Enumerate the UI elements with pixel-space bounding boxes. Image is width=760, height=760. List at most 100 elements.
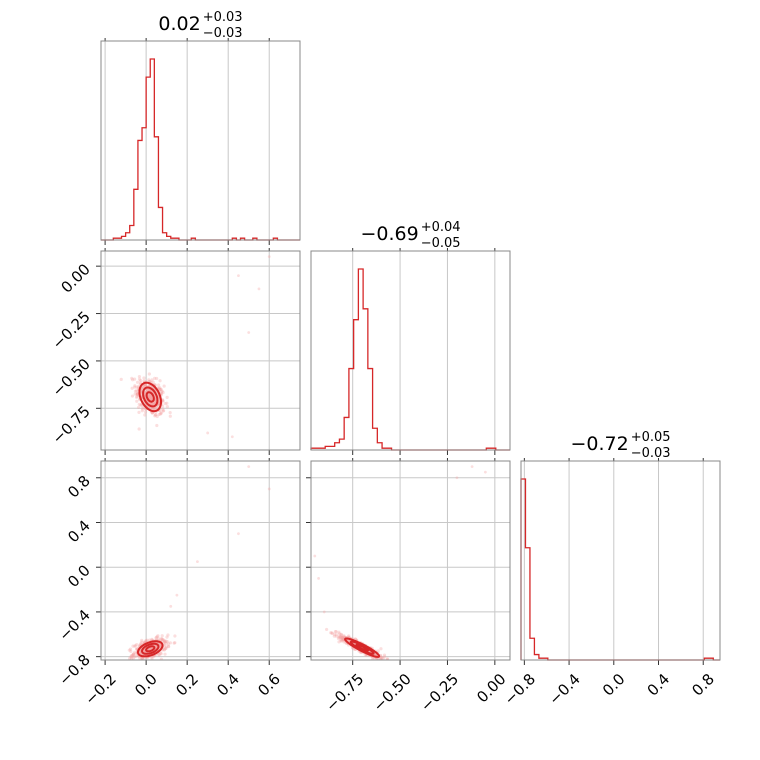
sample-point: [158, 412, 162, 416]
sample-point: [135, 385, 139, 389]
outlier-point: [470, 465, 474, 468]
sample-point: [159, 391, 164, 395]
sample-point: [337, 632, 342, 636]
sample-point: [159, 652, 163, 656]
sample-point: [135, 395, 139, 400]
title-2-median: −0.72: [570, 433, 628, 455]
sample-point: [158, 388, 162, 392]
sample-point: [379, 647, 383, 651]
axis-frame: [100, 250, 301, 451]
sample-point: [147, 378, 151, 382]
sample-point: [139, 403, 144, 407]
grid-lines: [101, 251, 300, 450]
x-tick-label: −0.75: [322, 670, 367, 715]
sample-point: [133, 389, 138, 393]
sample-point: [168, 414, 172, 418]
sample-point: [339, 633, 343, 637]
sample-point: [163, 652, 167, 656]
sample-point: [340, 636, 344, 640]
sample-point: [147, 394, 151, 399]
sample-point: [119, 377, 123, 381]
sample-point: [173, 634, 177, 638]
sample-point: [130, 394, 135, 398]
sample-point: [154, 413, 158, 417]
sample-point: [158, 386, 162, 390]
sample-point: [151, 380, 155, 384]
sample-point: [134, 661, 137, 664]
grid-lines: [352, 251, 496, 450]
sample-point: [337, 630, 341, 634]
sample-point: [131, 661, 134, 664]
sample-point: [165, 635, 169, 639]
sample-point: [139, 403, 143, 407]
sample-point: [141, 661, 144, 664]
hist-panel-2: −0.72 +0.05 −0.03: [520, 430, 721, 665]
sample-point: [147, 638, 152, 642]
sample-point: [157, 653, 161, 657]
x-tick-label: 0.0: [599, 670, 629, 700]
sample-point: [161, 409, 166, 413]
sample-point: [162, 640, 166, 644]
outlier-point: [237, 274, 240, 278]
sample-point: [172, 641, 176, 645]
x-tick-label: −0.4: [545, 670, 583, 708]
sample-point: [155, 423, 159, 428]
sample-point: [141, 405, 145, 410]
sample-point: [131, 644, 135, 648]
sample-point: [159, 637, 163, 641]
histogram-0-step: [101, 58, 300, 241]
sample-point: [158, 644, 162, 648]
sample-point: [340, 635, 344, 640]
sample-point: [135, 399, 139, 403]
sample-point: [142, 379, 146, 383]
sample-point: [164, 646, 168, 650]
outlier-point: [169, 604, 173, 608]
sample-point: [153, 414, 157, 418]
sample-point: [165, 640, 170, 644]
contour-level-3: [136, 640, 164, 658]
sample-point: [131, 652, 136, 656]
sample-point: [145, 638, 149, 642]
sample-point: [133, 377, 137, 381]
sample-point: [127, 648, 131, 652]
sample-point: [128, 647, 133, 651]
histogram-2-step: [520, 478, 720, 661]
sample-point: [150, 396, 154, 401]
sample-point: [165, 401, 169, 405]
sample-point: [341, 636, 345, 640]
sample-point: [133, 392, 137, 396]
sample-point: [155, 414, 159, 419]
hist-panel-0: 0.02 +0.03 −0.03: [100, 10, 301, 245]
tick-marks: [96, 458, 270, 665]
contour-level-3: [344, 637, 381, 658]
sample-point: [131, 653, 135, 657]
sample-point: [132, 655, 136, 659]
sample-point: [150, 407, 155, 411]
sample-point: [160, 637, 164, 641]
sample-point: [149, 395, 153, 399]
axis-frame: [310, 460, 511, 661]
grid-lines: [523, 461, 704, 660]
sample-point: [144, 638, 148, 643]
sample-point: [381, 656, 385, 660]
grid-lines: [101, 461, 300, 660]
sample-point: [139, 379, 143, 383]
sample-point: [334, 629, 338, 634]
x-tick-label: 0.0: [131, 670, 161, 700]
sample-point: [339, 638, 343, 642]
sample-point: [333, 630, 337, 634]
title-1-median: −0.69: [360, 223, 418, 245]
y-tick-label: −0.8: [55, 651, 93, 689]
sample-point: [382, 655, 387, 659]
sample-point: [160, 634, 164, 638]
sample-point: [162, 648, 166, 652]
axis-frame: [100, 40, 301, 241]
sample-point: [158, 387, 163, 392]
sample-point: [162, 639, 167, 643]
sample-point: [147, 393, 151, 397]
sample-point: [163, 402, 167, 406]
sample-point: [129, 649, 133, 653]
y-tick-label: 0.8: [64, 472, 94, 502]
sample-point: [143, 383, 148, 387]
sample-point: [160, 638, 165, 642]
